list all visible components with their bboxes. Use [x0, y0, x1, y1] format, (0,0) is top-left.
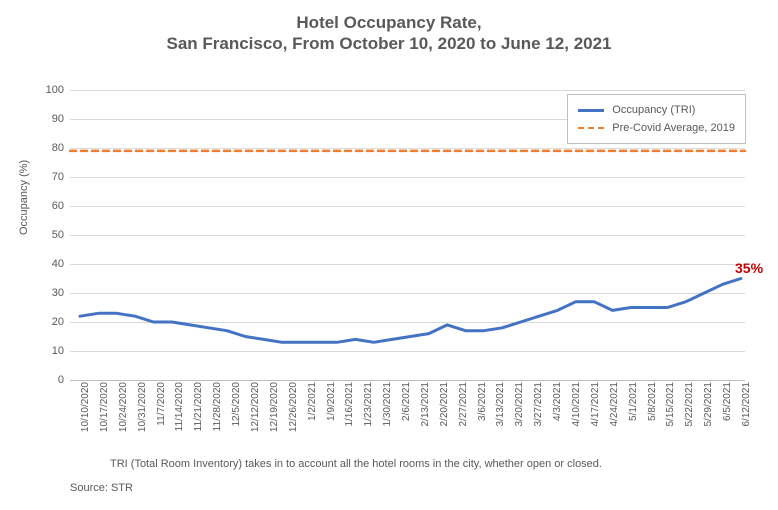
- legend-label-occupancy: Occupancy (TRI): [612, 104, 695, 116]
- x-tick-label: 5/22/2021: [684, 382, 695, 427]
- y-axis-label: Occupancy (%): [18, 160, 30, 235]
- x-tick-label: 3/20/2021: [514, 382, 525, 427]
- x-tick-label: 10/17/2020: [99, 382, 110, 432]
- x-tick-label: 10/24/2020: [118, 382, 129, 432]
- x-tick-label: 5/29/2021: [703, 382, 714, 427]
- y-tick-label: 70: [52, 171, 70, 183]
- y-tick-label: 90: [52, 113, 70, 125]
- x-tick-label: 2/13/2021: [420, 382, 431, 427]
- legend-swatch-precovid: [578, 127, 604, 129]
- x-tick-label: 2/20/2021: [439, 382, 450, 427]
- x-tick-label: 5/8/2021: [647, 382, 658, 421]
- x-tick-label: 12/19/2020: [269, 382, 280, 432]
- x-tick-label: 5/15/2021: [665, 382, 676, 427]
- x-tick-label: 3/27/2021: [533, 382, 544, 427]
- x-tick-label: 12/5/2020: [231, 382, 242, 427]
- x-tick-label: 11/21/2020: [193, 382, 204, 431]
- y-tick-label: 60: [52, 200, 70, 212]
- x-tick-label: 3/6/2021: [477, 382, 488, 421]
- x-tick-label: 6/12/2021: [741, 382, 752, 427]
- x-tick-label: 1/9/2021: [326, 382, 337, 421]
- y-tick-label: 30: [52, 287, 70, 299]
- x-tick-label: 10/10/2020: [80, 382, 91, 432]
- x-tick-label: 4/17/2021: [590, 382, 601, 427]
- y-tick-label: 40: [52, 258, 70, 270]
- source-label: Source: STR: [70, 482, 133, 494]
- x-tick-label: 10/31/2020: [137, 382, 148, 432]
- legend-item-precovid: Pre-Covid Average, 2019: [578, 119, 735, 137]
- x-tick-label: 4/3/2021: [552, 382, 563, 421]
- x-tick-label: 2/6/2021: [401, 382, 412, 421]
- chart-container: Hotel Occupancy Rate, San Francisco, Fro…: [0, 0, 778, 510]
- x-tick-label: 2/27/2021: [458, 382, 469, 427]
- y-tick-label: 50: [52, 229, 70, 241]
- legend: Occupancy (TRI) Pre-Covid Average, 2019: [567, 94, 746, 144]
- x-tick-label: 3/13/2021: [495, 382, 506, 427]
- x-axis-labels: 10/10/2020 10/17/2020 10/24/2020 10/31/2020…: [70, 382, 745, 452]
- legend-swatch-occupancy: [578, 109, 604, 112]
- x-tick-label: 6/5/2021: [722, 382, 733, 421]
- title-line-2: San Francisco, From October 10, 2020 to …: [0, 33, 778, 54]
- x-tick-label: 1/16/2021: [344, 382, 355, 427]
- x-tick-label: 1/30/2021: [382, 382, 393, 427]
- chart-title: Hotel Occupancy Rate, San Francisco, Fro…: [0, 0, 778, 55]
- footnote: TRI (Total Room Inventory) takes in to a…: [110, 458, 602, 470]
- legend-label-precovid: Pre-Covid Average, 2019: [612, 122, 735, 134]
- x-tick-label: 4/24/2021: [609, 382, 620, 427]
- x-tick-label: 1/2/2021: [307, 382, 318, 421]
- final-value-annotation: 35%: [735, 260, 763, 276]
- y-tick-label: 0: [58, 374, 70, 386]
- x-tick-label: 4/10/2021: [571, 382, 582, 427]
- x-tick-label: 11/28/2020: [212, 382, 223, 431]
- x-tick-label: 11/7/2020: [156, 382, 167, 426]
- legend-item-occupancy: Occupancy (TRI): [578, 101, 735, 119]
- y-tick-label: 10: [52, 345, 70, 357]
- x-tick-label: 1/23/2021: [363, 382, 374, 427]
- y-tick-label: 80: [52, 142, 70, 154]
- x-tick-label: 12/26/2020: [288, 382, 299, 432]
- x-tick-label: 5/1/2021: [628, 382, 639, 421]
- y-tick-label: 100: [46, 84, 70, 96]
- x-tick-label: 12/12/2020: [250, 382, 261, 432]
- title-line-1: Hotel Occupancy Rate,: [0, 12, 778, 33]
- y-tick-label: 20: [52, 316, 70, 328]
- x-tick-label: 11/14/2020: [174, 382, 185, 431]
